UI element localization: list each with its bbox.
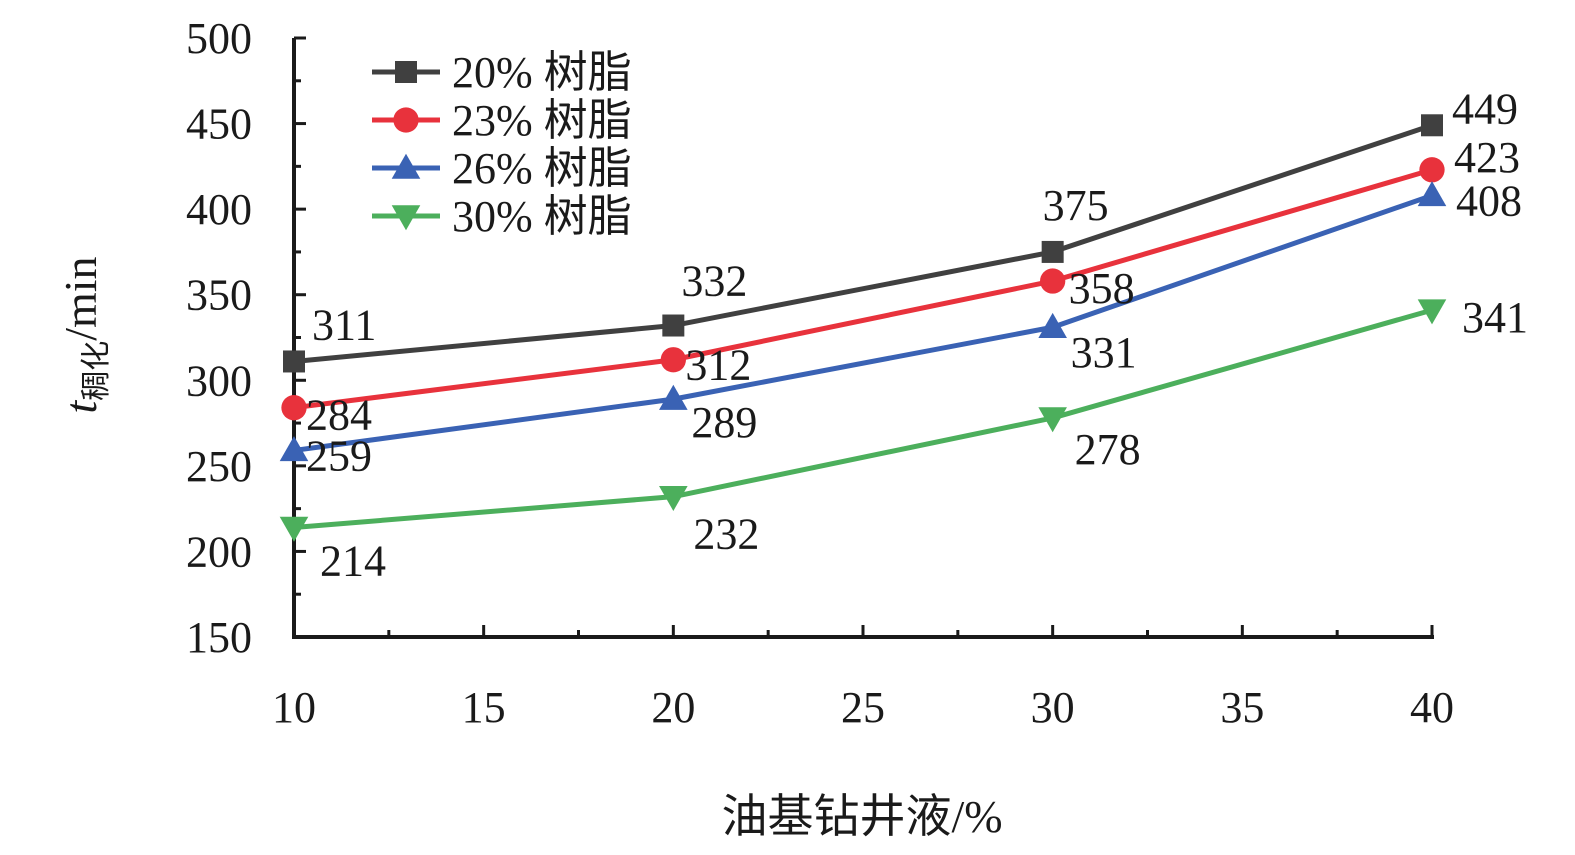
y-axis-title: t稠化/min — [55, 256, 113, 413]
data-label: 312 — [685, 341, 751, 390]
point-marker-square — [395, 61, 417, 83]
data-label: 278 — [1075, 425, 1141, 474]
series-layer — [279, 114, 1447, 542]
y-axis-title-main: t — [55, 400, 106, 414]
svg-text:t稠化/min: t稠化/min — [55, 256, 113, 413]
point-marker-circle — [281, 395, 307, 421]
point-marker-triangle-down — [391, 205, 421, 231]
series-4 — [279, 299, 1447, 542]
point-marker-triangle-up — [391, 153, 421, 179]
x-tick-label: 30 — [1031, 683, 1075, 732]
data-label: 332 — [681, 257, 747, 306]
y-axis-title-sub: 稠化 — [80, 341, 113, 401]
data-label: 408 — [1456, 176, 1522, 225]
legend-item-2: 23% 树脂 — [372, 96, 632, 145]
y-tick-label: 450 — [186, 100, 252, 149]
point-marker-triangle-up — [1038, 312, 1067, 338]
data-label: 375 — [1043, 181, 1109, 230]
data-label: 289 — [691, 398, 757, 447]
point-marker-triangle-down — [1417, 299, 1447, 325]
legend-label: 30% 树脂 — [452, 192, 632, 241]
x-tick-label: 35 — [1220, 683, 1264, 732]
y-tick-label: 150 — [186, 613, 252, 662]
data-label: 311 — [312, 300, 376, 349]
legend-item-4: 30% 树脂 — [372, 192, 632, 241]
point-marker-square — [1041, 240, 1064, 263]
legend-label: 20% 树脂 — [452, 48, 632, 97]
axes: 150 200 250 300 350 400 450 500 10 15 20 25 30 35 40 — [186, 14, 1454, 732]
point-marker-square — [283, 350, 305, 373]
data-label: 232 — [693, 510, 759, 559]
legend-label: 26% 树脂 — [452, 144, 632, 193]
data-label: 331 — [1071, 328, 1137, 377]
y-tick-label: 500 — [186, 14, 252, 63]
data-label: 341 — [1462, 293, 1528, 342]
data-label: 449 — [1452, 84, 1518, 133]
x-tick-label: 10 — [272, 683, 316, 732]
point-marker-triangle-down — [1038, 407, 1067, 433]
series-line — [293, 167, 1433, 411]
series-2 — [281, 157, 1445, 421]
y-tick-label: 400 — [186, 185, 252, 234]
x-tick-label: 15 — [462, 683, 506, 732]
data-label: 284 — [306, 391, 372, 440]
data-label: 423 — [1454, 133, 1520, 182]
point-marker-circle — [660, 347, 686, 373]
point-marker-circle — [393, 107, 419, 133]
series-3 — [279, 181, 1447, 462]
series-line — [293, 307, 1433, 530]
point-marker-triangle-down — [659, 485, 688, 511]
legend-item-1: 20% 树脂 — [372, 48, 632, 97]
data-label: 358 — [1069, 264, 1135, 313]
x-tick-label: 25 — [841, 683, 885, 732]
legend-item-3: 26% 树脂 — [372, 144, 632, 193]
x-tick-label: 40 — [1410, 683, 1454, 732]
y-tick-label: 350 — [186, 271, 252, 320]
series-1 — [283, 114, 1443, 373]
point-marker-triangle-up — [659, 384, 688, 410]
series-line — [293, 193, 1433, 453]
y-axis-title-unit: /min — [55, 256, 106, 340]
x-tick-label: 20 — [651, 683, 695, 732]
x-axis-title: 油基钻井液/% — [721, 791, 1002, 842]
y-tick-label: 250 — [186, 442, 252, 491]
y-tick-label: 300 — [186, 356, 252, 405]
point-marker-triangle-down — [279, 516, 309, 542]
point-marker-triangle-up — [279, 436, 309, 462]
point-marker-circle — [1419, 157, 1445, 183]
y-tick-label: 200 — [186, 527, 252, 576]
series-line — [293, 122, 1433, 364]
data-labels: 311 332 375 449 284 312 358 423 259 289 331 408 214 2… — [306, 84, 1528, 585]
data-label: 259 — [306, 431, 372, 480]
point-marker-circle — [1040, 268, 1066, 294]
point-marker-triangle-up — [1417, 181, 1447, 207]
point-marker-square — [1421, 114, 1443, 137]
legend-label: 23% 树脂 — [452, 96, 632, 145]
data-label: 214 — [320, 536, 386, 585]
point-marker-square — [662, 314, 685, 337]
